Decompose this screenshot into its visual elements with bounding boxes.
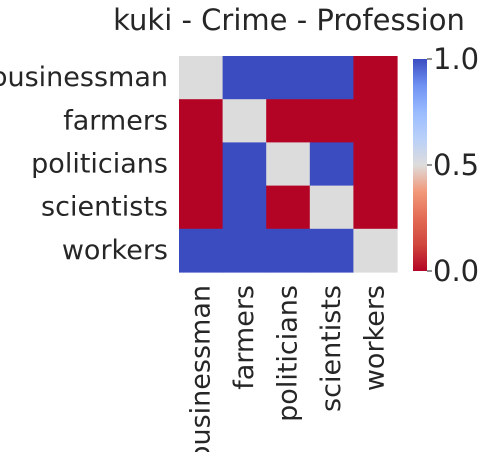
heatmap-cell-scientists-politicians — [266, 185, 311, 230]
heatmap-cell-politicians-politicians — [266, 142, 311, 187]
colorbar — [413, 59, 427, 271]
heatmap-cell-workers-scientists — [309, 228, 354, 273]
x-tick-label-farmers: farmers — [229, 285, 260, 390]
colorbar-tick-label-0.5: 0.5 — [433, 148, 478, 182]
y-tick-label-workers: workers — [62, 235, 168, 266]
colorbar-tick-label-0.0: 0.0 — [433, 254, 478, 288]
y-tick-label-farmers: farmers — [63, 105, 168, 136]
heatmap-cell-workers-businessman — [179, 228, 224, 273]
heatmap-cell-farmers-workers — [353, 99, 398, 143]
y-tick-label-scientists: scientists — [41, 192, 168, 223]
x-tick-label-politicians: politicians — [273, 285, 304, 422]
heatmap-cell-businessman-workers — [353, 56, 398, 100]
heatmap-cell-scientists-businessman — [179, 185, 224, 230]
heatmap-cell-businessman-farmers — [222, 56, 267, 100]
heatmap-cell-scientists-workers — [353, 185, 398, 230]
heatmap-cell-workers-farmers — [222, 228, 267, 273]
heatmap-cell-politicians-businessman — [179, 142, 224, 187]
heatmap-cell-businessman-politicians — [266, 56, 311, 100]
heatmap-cell-farmers-scientists — [309, 99, 354, 143]
heatmap-cell-scientists-farmers — [222, 185, 267, 230]
heatmap-cell-businessman-scientists — [309, 56, 354, 100]
heatmap-cell-politicians-farmers — [222, 142, 267, 187]
colorbar-gradient — [413, 59, 427, 271]
colorbar-tick-label-1.0: 1.0 — [433, 42, 478, 76]
heatmap-cell-politicians-scientists — [309, 142, 354, 187]
heatmap-cell-politicians-workers — [353, 142, 398, 187]
x-axis-labels: businessman farmers politicians scientists w… — [185, 285, 390, 452]
y-tick-label-businessman: businessman — [0, 62, 168, 93]
heatmap-cell-farmers-businessman — [179, 99, 224, 143]
heatmap-cell-farmers-farmers — [222, 99, 267, 143]
chart-title: kuki - Crime - Profession — [113, 3, 465, 37]
heatmap-cells — [179, 56, 398, 273]
y-tick-label-politicians: politicians — [31, 149, 168, 180]
heatmap-cell-workers-politicians — [266, 228, 311, 273]
heatmap-cell-workers-workers — [353, 228, 398, 273]
heatmap-cell-scientists-scientists — [309, 185, 354, 230]
x-tick-label-workers: workers — [360, 285, 391, 391]
heatmap-cell-farmers-politicians — [266, 99, 311, 143]
x-tick-label-scientists: scientists — [316, 285, 347, 412]
x-tick-label-businessman: businessman — [185, 285, 216, 452]
y-axis-labels: businessman farmers politicians scientists w… — [0, 62, 168, 266]
heatmap-cell-businessman-businessman — [179, 56, 224, 100]
colorbar-ticks: 1.0 0.5 0.0 — [427, 42, 478, 288]
